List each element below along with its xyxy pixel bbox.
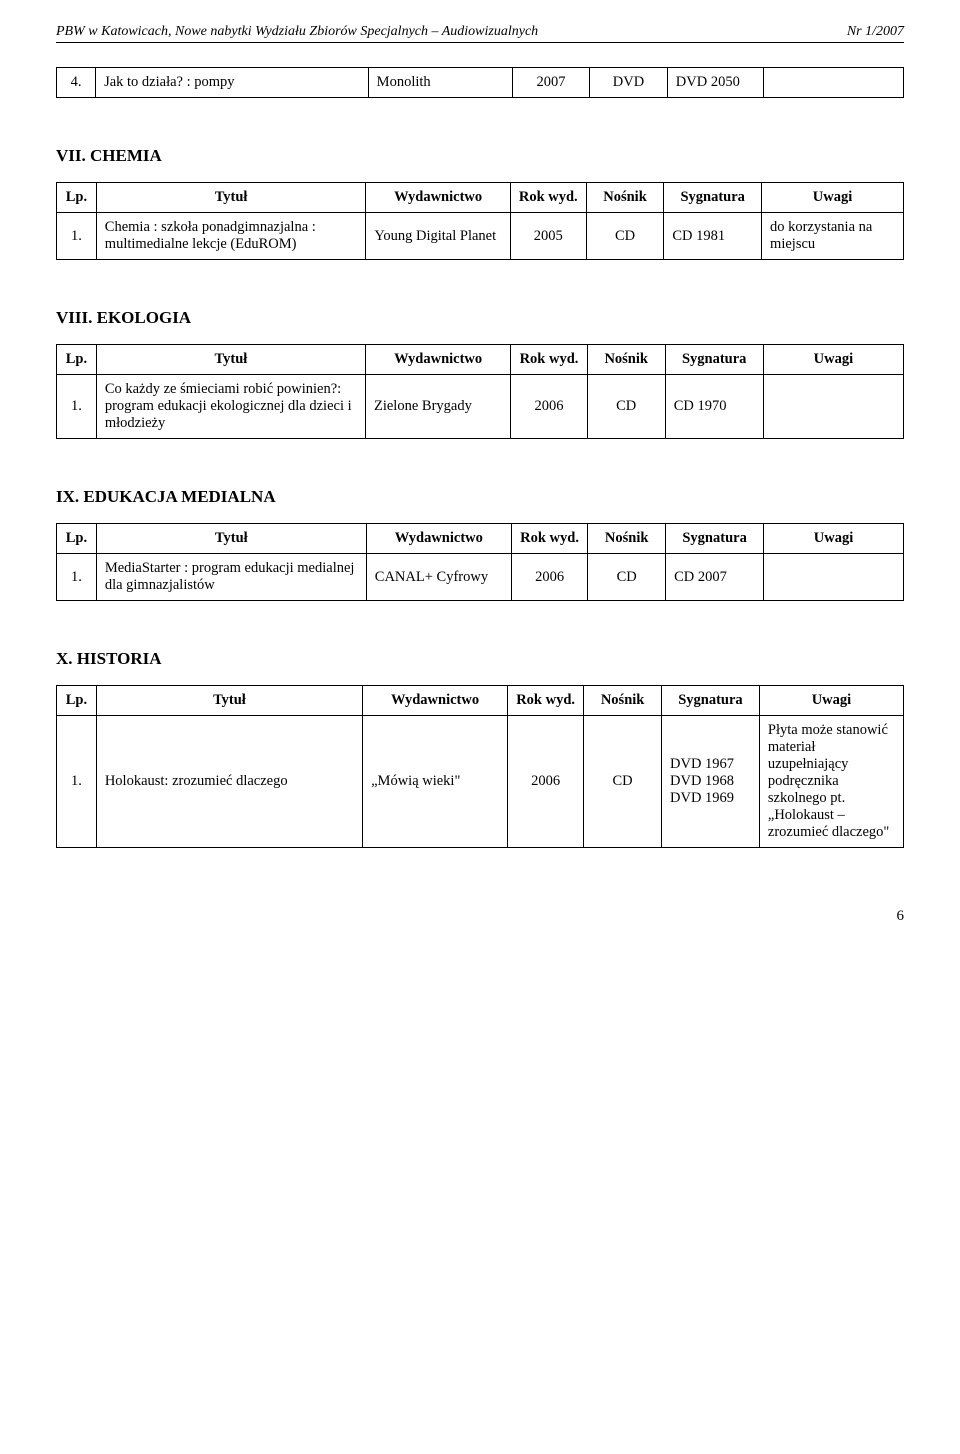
col-header-pub: Wydawnictwo <box>366 524 511 554</box>
col-header-med: Nośnik <box>587 345 665 375</box>
table-header-row: Lp. Tytuł Wydawnictwo Rok wyd. Nośnik Sy… <box>57 524 904 554</box>
table-row: 4. Jak to działa? : pompy Monolith 2007 … <box>57 68 904 98</box>
col-header-lp: Lp. <box>57 183 97 213</box>
col-header-title: Tytuł <box>96 686 362 716</box>
col-header-pub: Wydawnictwo <box>365 345 510 375</box>
cell-lp: 1. <box>57 375 97 439</box>
table-row: 1. Chemia : szkoła ponadgimnazjalna : mu… <box>57 213 904 260</box>
cell-sig: DVD 1967 DVD 1968 DVD 1969 <box>662 716 760 848</box>
cell-notes <box>763 68 903 98</box>
col-header-pub: Wydawnictwo <box>363 686 508 716</box>
col-header-sig: Sygnatura <box>664 183 762 213</box>
cell-notes <box>764 554 904 601</box>
heading-edukacja: IX. EDUKACJA MEDIALNA <box>56 487 904 507</box>
table-row: 1. Co każdy ze śmieciami robić powinien?… <box>57 375 904 439</box>
col-header-pub: Wydawnictwo <box>366 183 510 213</box>
cell-notes <box>763 375 903 439</box>
cell-med: CD <box>586 213 664 260</box>
col-header-sig: Sygnatura <box>666 524 764 554</box>
col-header-med: Nośnik <box>588 524 666 554</box>
table-continuation: 4. Jak to działa? : pompy Monolith 2007 … <box>56 67 904 98</box>
cell-title: Jak to działa? : pompy <box>96 68 369 98</box>
col-header-sig: Sygnatura <box>665 345 763 375</box>
table-chemia: Lp. Tytuł Wydawnictwo Rok wyd. Nośnik Sy… <box>56 182 904 260</box>
col-header-title: Tytuł <box>96 524 366 554</box>
cell-pub: Zielone Brygady <box>365 375 510 439</box>
header-right: Nr 1/2007 <box>847 24 904 40</box>
cell-med: CD <box>588 554 666 601</box>
col-header-year: Rok wyd. <box>511 524 587 554</box>
cell-title: MediaStarter : program edukacji medialne… <box>96 554 366 601</box>
col-header-med: Nośnik <box>584 686 662 716</box>
cell-title: Co każdy ze śmieciami robić powinien?: p… <box>96 375 365 439</box>
table-row: 1. MediaStarter : program edukacji media… <box>57 554 904 601</box>
col-header-lp: Lp. <box>57 524 97 554</box>
cell-year: 2006 <box>508 716 584 848</box>
col-header-year: Rok wyd. <box>511 345 587 375</box>
cell-sig: CD 1981 <box>664 213 762 260</box>
col-header-title: Tytuł <box>96 183 366 213</box>
cell-title: Holokaust: zrozumieć dlaczego <box>96 716 362 848</box>
cell-year: 2005 <box>510 213 586 260</box>
col-header-notes: Uwagi <box>762 183 904 213</box>
cell-year: 2006 <box>511 375 587 439</box>
page-number: 6 <box>56 908 904 925</box>
col-header-notes: Uwagi <box>763 345 903 375</box>
cell-pub: CANAL+ Cyfrowy <box>366 554 511 601</box>
cell-pub: „Mówią wieki" <box>363 716 508 848</box>
cell-title: Chemia : szkoła ponadgimnazjalna : multi… <box>96 213 366 260</box>
col-header-year: Rok wyd. <box>510 183 586 213</box>
cell-sig: DVD 2050 <box>667 68 763 98</box>
cell-lp: 1. <box>57 213 97 260</box>
col-header-sig: Sygnatura <box>662 686 760 716</box>
col-header-notes: Uwagi <box>759 686 903 716</box>
cell-lp: 1. <box>57 554 97 601</box>
table-ekologia: Lp. Tytuł Wydawnictwo Rok wyd. Nośnik Sy… <box>56 344 904 439</box>
col-header-lp: Lp. <box>57 345 97 375</box>
table-row: 1. Holokaust: zrozumieć dlaczego „Mówią … <box>57 716 904 848</box>
page-header: PBW w Katowicach, Nowe nabytki Wydziału … <box>56 24 904 43</box>
heading-chemia: VII. CHEMIA <box>56 146 904 166</box>
cell-year: 2006 <box>511 554 587 601</box>
cell-lp: 4. <box>57 68 96 98</box>
cell-sig: CD 2007 <box>666 554 764 601</box>
table-header-row: Lp. Tytuł Wydawnictwo Rok wyd. Nośnik Sy… <box>57 183 904 213</box>
cell-notes: do korzystania na miejscu <box>762 213 904 260</box>
col-header-title: Tytuł <box>96 345 365 375</box>
cell-notes: Płyta może stanowić materiał uzupełniają… <box>759 716 903 848</box>
table-edukacja: Lp. Tytuł Wydawnictwo Rok wyd. Nośnik Sy… <box>56 523 904 601</box>
col-header-med: Nośnik <box>586 183 664 213</box>
cell-sig: CD 1970 <box>665 375 763 439</box>
header-left: PBW w Katowicach, Nowe nabytki Wydziału … <box>56 24 538 40</box>
cell-pub: Monolith <box>368 68 512 98</box>
table-header-row: Lp. Tytuł Wydawnictwo Rok wyd. Nośnik Sy… <box>57 345 904 375</box>
cell-med: DVD <box>590 68 668 98</box>
heading-historia: X. HISTORIA <box>56 649 904 669</box>
col-header-notes: Uwagi <box>764 524 904 554</box>
col-header-lp: Lp. <box>57 686 97 716</box>
heading-ekologia: VIII. EKOLOGIA <box>56 308 904 328</box>
col-header-year: Rok wyd. <box>508 686 584 716</box>
cell-lp: 1. <box>57 716 97 848</box>
cell-year: 2007 <box>512 68 589 98</box>
table-header-row: Lp. Tytuł Wydawnictwo Rok wyd. Nośnik Sy… <box>57 686 904 716</box>
cell-med: CD <box>587 375 665 439</box>
cell-med: CD <box>584 716 662 848</box>
cell-pub: Young Digital Planet <box>366 213 510 260</box>
table-historia: Lp. Tytuł Wydawnictwo Rok wyd. Nośnik Sy… <box>56 685 904 848</box>
